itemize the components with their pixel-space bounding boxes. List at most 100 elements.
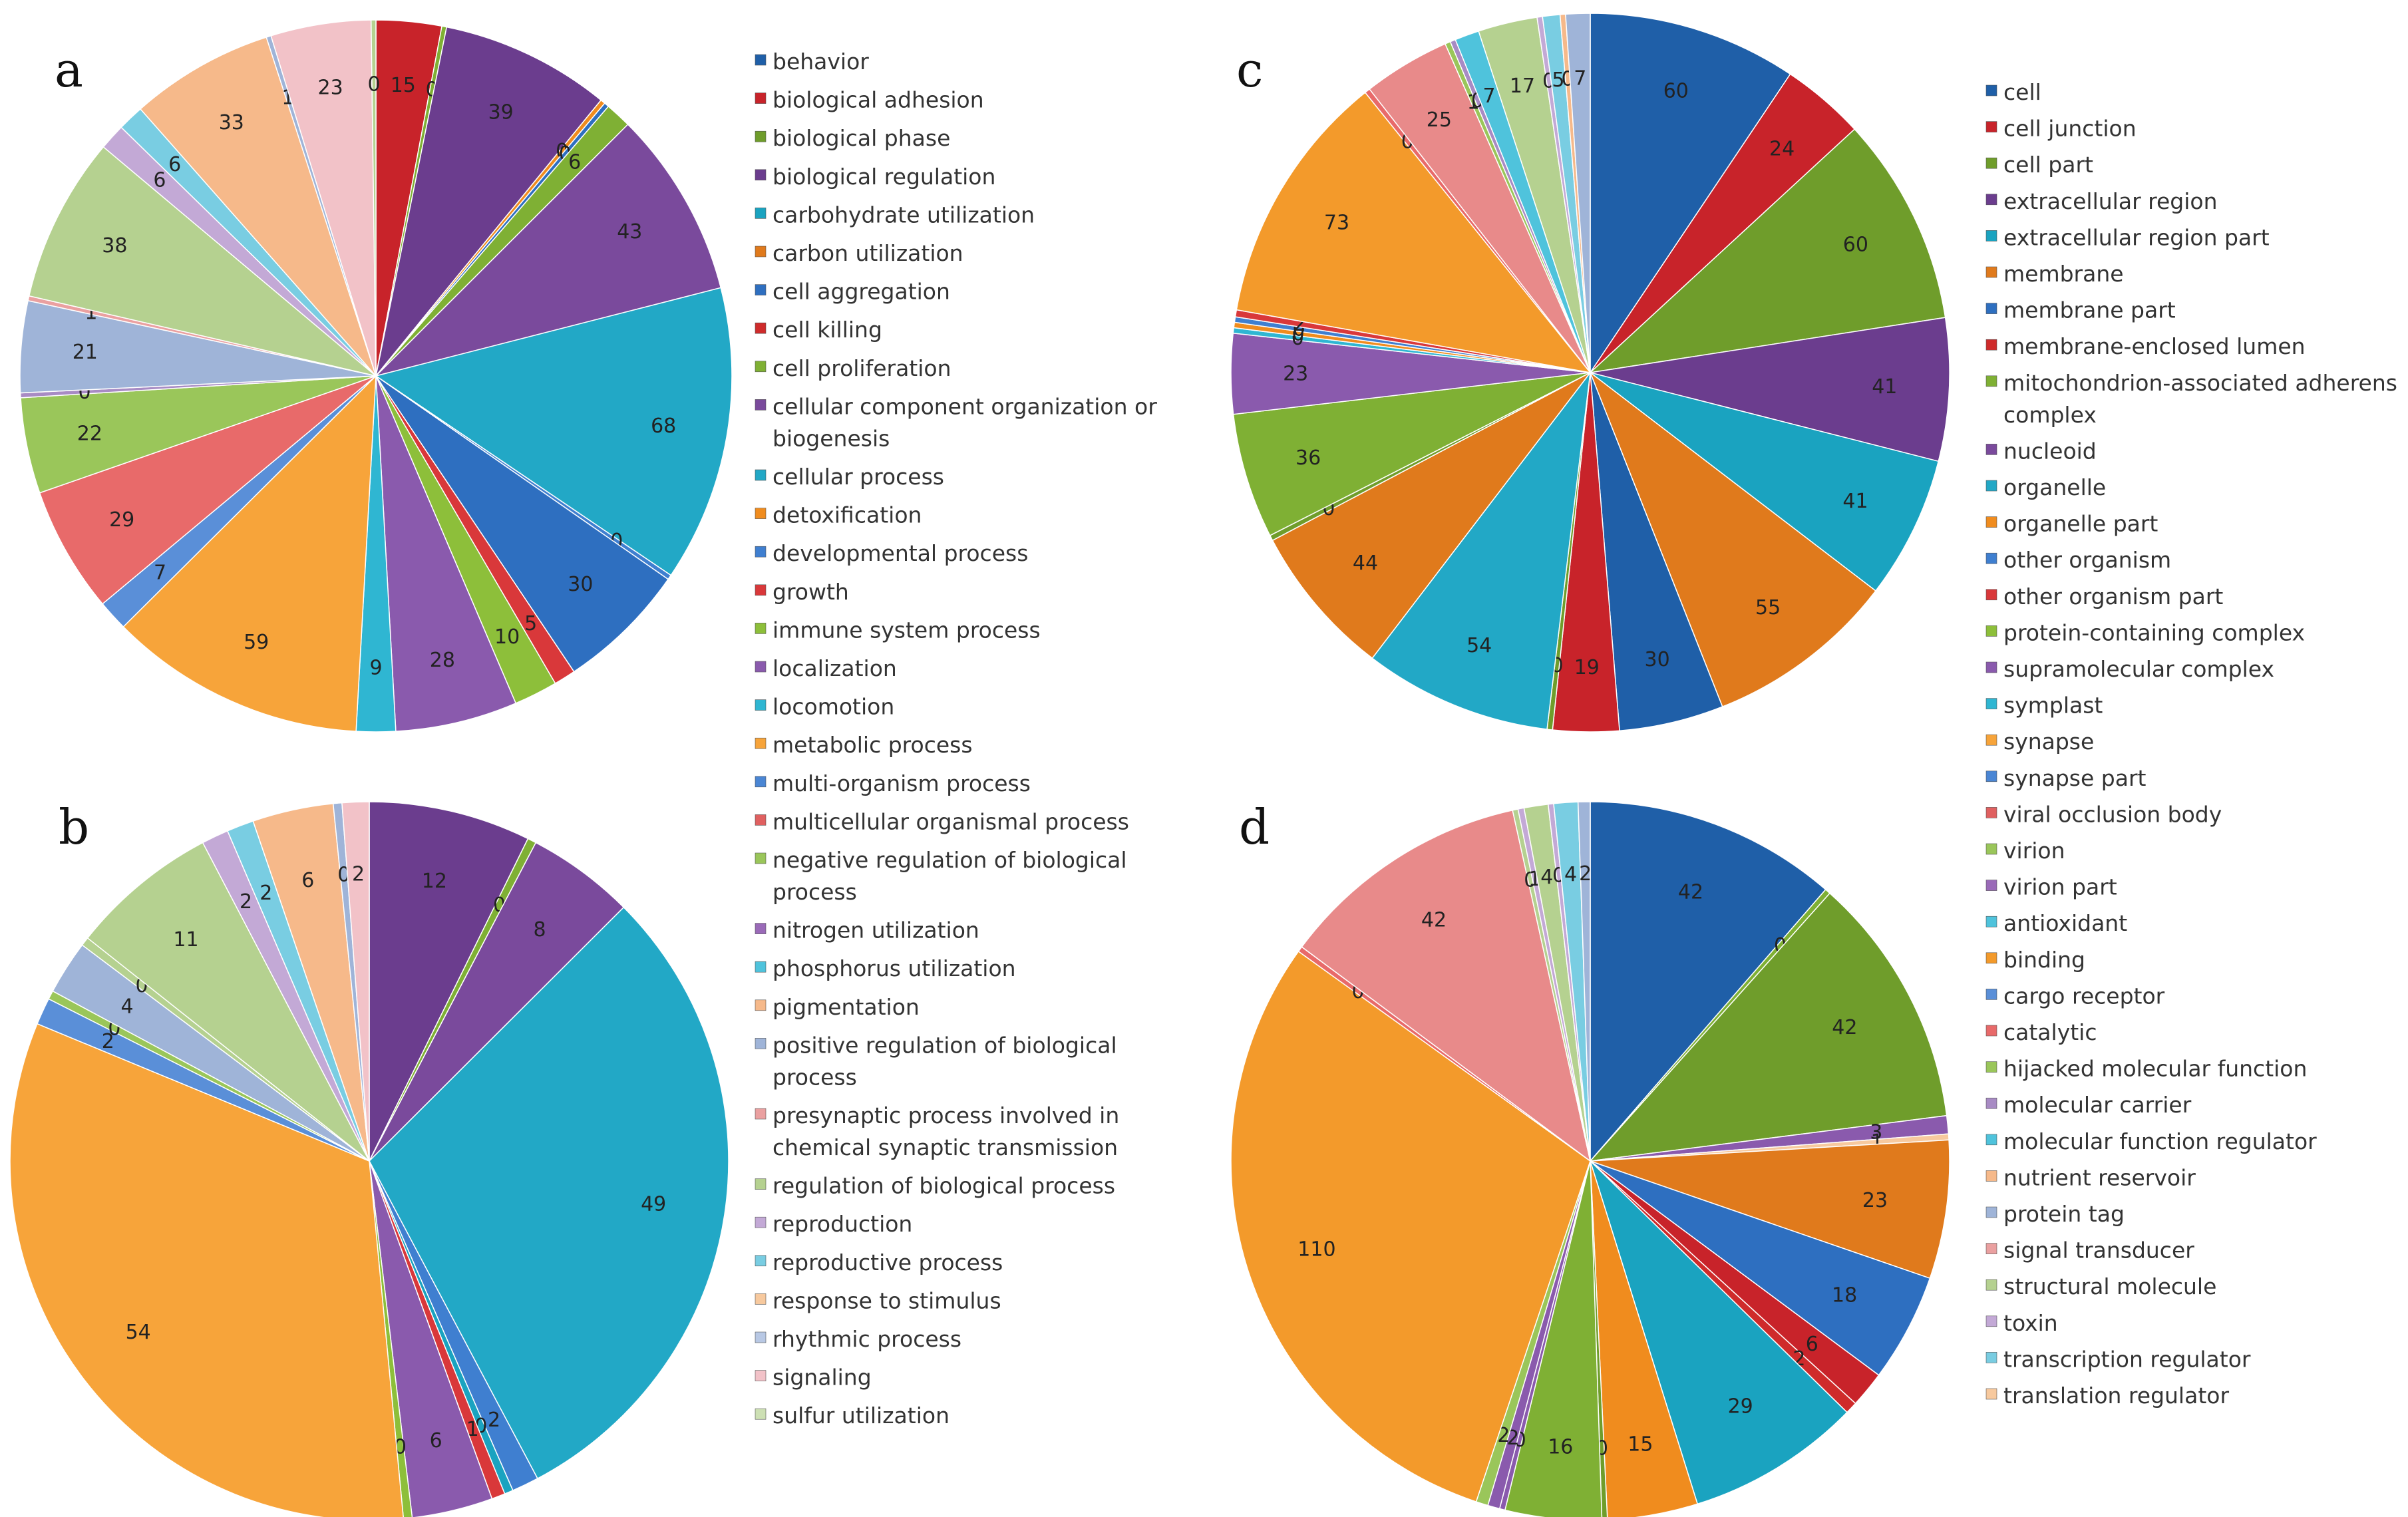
panel-label-b: b	[59, 799, 89, 855]
legend-swatch	[755, 1038, 767, 1049]
legend-swatch	[1985, 444, 1997, 455]
pie-d-slice	[1301, 809, 1592, 1162]
pie-c-data-label: 23	[1283, 362, 1308, 385]
pie-b-slice	[369, 842, 625, 1162]
legend-swatch	[1985, 303, 1997, 314]
pie-a-slice	[375, 287, 733, 576]
legend-label: cellular component organization or	[773, 393, 1157, 419]
pie-a-data-label: 43	[617, 220, 642, 244]
legend-swatch	[755, 1108, 767, 1120]
legend-swatch	[755, 284, 767, 295]
pie-c-slice	[1590, 372, 1723, 732]
legend-swatch	[1985, 375, 1997, 387]
legend-swatch	[755, 169, 767, 181]
legend-label: behavior	[773, 49, 869, 75]
pie-b-data-label: 2	[240, 890, 252, 914]
legend-swatch	[1985, 1097, 1997, 1109]
legend-swatch	[1985, 952, 1997, 964]
legend-label-continued: complex	[2003, 402, 2097, 428]
legend-swatch	[1985, 843, 1997, 855]
legend-swatch	[1985, 1388, 1997, 1400]
panel-label-c: c	[1236, 42, 1263, 98]
legend-label: cell	[2003, 79, 2041, 105]
legend-label: supramolecular complex	[2003, 656, 2274, 682]
legend-label: localization	[773, 655, 897, 681]
pie-d-data-label: 2	[1579, 862, 1592, 886]
pie-c-slice	[1589, 371, 1877, 708]
pie-d-data-label: 29	[1728, 1395, 1753, 1418]
pie-c-data-label: 30	[1645, 648, 1670, 671]
legend-label: developmental process	[773, 540, 1028, 566]
pie-d-slice	[1590, 801, 1826, 1163]
legend-swatch	[755, 1293, 767, 1305]
legend-swatch	[1985, 770, 1997, 782]
pie-c-slice	[1590, 13, 1791, 375]
pie-b-data-label: 2	[259, 882, 272, 905]
pie-c-data-label: 54	[1466, 634, 1492, 657]
legend-label: hijacked molecular function	[2003, 1056, 2307, 1082]
pie-a-slice	[39, 375, 377, 605]
pie-a-slice	[375, 26, 602, 377]
pie-d-data-label: 42	[1678, 880, 1703, 904]
pie-a-data-label: 6	[168, 153, 181, 176]
legend-swatch	[1985, 230, 1997, 242]
pie-c-data-label: 25	[1427, 108, 1452, 132]
pie-b-slice	[369, 1160, 413, 1517]
pie-d-data-label: 23	[1862, 1189, 1888, 1212]
legend-label: cell junction	[2003, 116, 2137, 142]
legend-label: cargo receptor	[2003, 983, 2165, 1009]
pie-b-data-label: 54	[126, 1321, 151, 1344]
legend-swatch	[1985, 1061, 1997, 1073]
legend-label: phosphorus utilization	[773, 955, 1016, 981]
legend-swatch	[755, 1331, 767, 1343]
legend-label: structural molecule	[2003, 1273, 2216, 1299]
pie-a-data-label: 38	[102, 234, 127, 257]
legend-swatch	[1985, 339, 1997, 351]
pie-a-data-label: 15	[391, 74, 416, 97]
legend-swatch	[755, 999, 767, 1011]
legend-label: presynaptic process involved in	[773, 1102, 1119, 1128]
pie-a-data-label: 6	[153, 169, 166, 192]
pie-b-data-label: 12	[422, 870, 447, 893]
legend-label: membrane	[2003, 261, 2124, 287]
legend-label: response to stimulus	[773, 1287, 1001, 1313]
legend-label: other organism part	[2003, 584, 2223, 609]
pie-a-data-label: 68	[651, 415, 676, 438]
legend-swatch	[1985, 625, 1997, 637]
pie-d-data-label: 16	[1548, 1436, 1573, 1459]
legend-label-continued: process	[773, 879, 857, 905]
legend-label: cell aggregation	[773, 279, 950, 305]
legend-label: symplast	[2003, 693, 2103, 719]
pie-d-slice	[1590, 1139, 1950, 1279]
pie-a-data-label: 6	[568, 151, 581, 174]
panel-label-d: d	[1239, 799, 1270, 855]
legend-swatch	[1985, 661, 1997, 673]
legend-swatch	[1985, 552, 1997, 564]
legend-swatch	[755, 923, 767, 934]
legend-swatch	[755, 469, 767, 481]
legend-swatch	[755, 361, 767, 373]
pie-c-data-label: 55	[1755, 596, 1781, 619]
pie-a-data-label: 7	[154, 561, 166, 584]
legend-label-continued: biogenesis	[773, 425, 890, 451]
legend-swatch	[1985, 880, 1997, 891]
legend-label: growth	[773, 579, 849, 605]
legend-swatch	[755, 546, 767, 558]
pie-a-data-label: 30	[568, 573, 593, 596]
legend-label: nucleoid	[2003, 438, 2097, 464]
pie-b-data-label: 2	[352, 862, 365, 886]
pie-c-data-label: 60	[1663, 79, 1689, 102]
legend-swatch	[755, 699, 767, 711]
legend-label: other organism	[2003, 547, 2171, 573]
legend-label: cellular process	[773, 464, 944, 490]
pie-c-slice	[1588, 128, 1946, 374]
pie-b-data-label: 2	[102, 1030, 114, 1053]
pie-c-slice	[1236, 92, 1592, 374]
pie-a-data-label: 5	[524, 612, 537, 635]
pie-c-data-label: 44	[1353, 552, 1378, 575]
pie-b-slice	[369, 801, 529, 1162]
pie-a-slice	[370, 19, 377, 377]
legend-swatch	[1985, 480, 1997, 492]
legend-swatch	[1985, 1025, 1997, 1037]
